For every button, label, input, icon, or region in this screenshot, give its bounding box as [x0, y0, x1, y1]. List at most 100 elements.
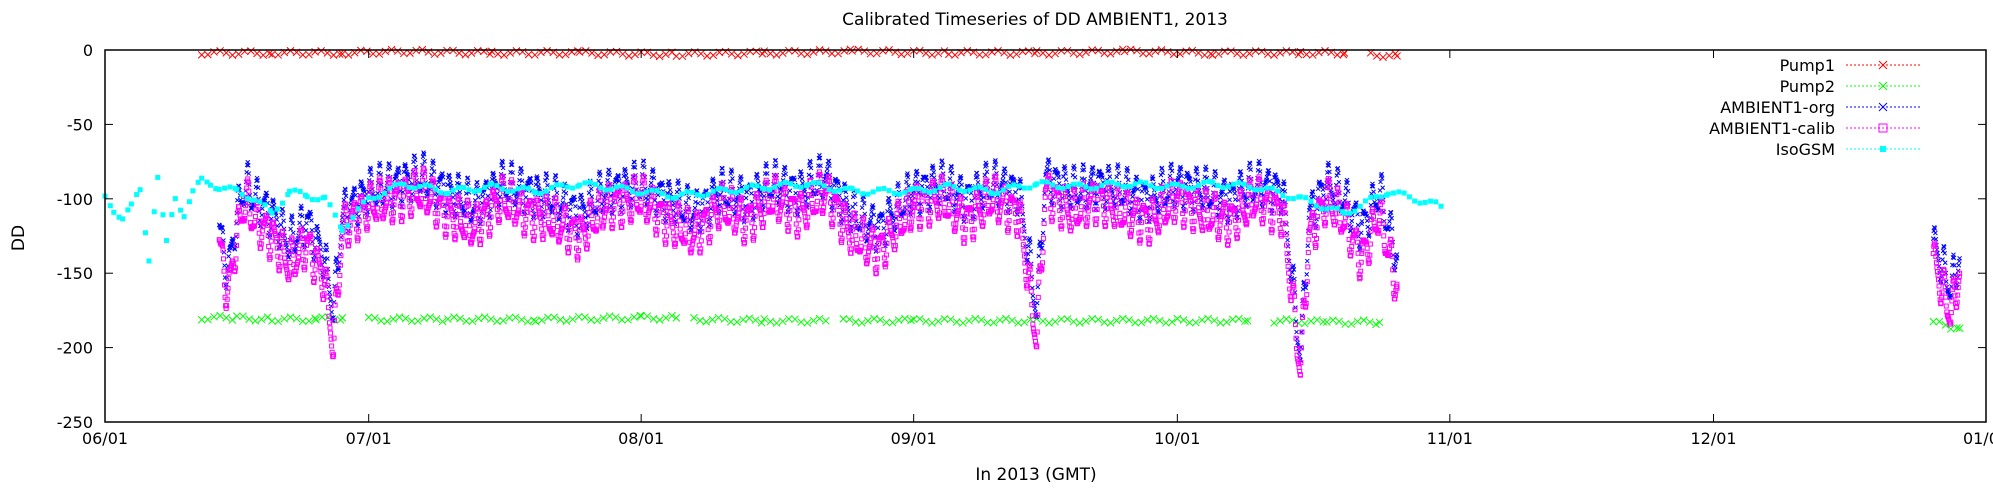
data-point: [567, 237, 573, 243]
data-point: [430, 50, 439, 59]
data-point: [641, 158, 647, 164]
data-point: [298, 317, 307, 326]
data-point: [553, 195, 559, 201]
data-point: [1222, 178, 1228, 183]
data-point: [220, 247, 226, 253]
data-point: [1100, 175, 1105, 181]
data-point: [317, 46, 326, 55]
data-point: [994, 198, 1000, 204]
data-point: [794, 234, 800, 240]
data-point: [903, 49, 912, 58]
data-point: [659, 201, 665, 207]
data-point: [582, 209, 588, 215]
data-point: [1100, 318, 1109, 327]
data-point: [1075, 319, 1084, 327]
data-point: [1222, 200, 1228, 206]
data-point: [1160, 170, 1165, 176]
data-point: [698, 246, 704, 252]
data-point: [1138, 215, 1143, 220]
data-point: [735, 213, 741, 219]
data-point: [857, 249, 863, 255]
data-point: [880, 213, 886, 218]
data-point: [702, 317, 711, 326]
data-point: [1238, 188, 1244, 194]
data-point: [1057, 315, 1066, 323]
data-point: [1378, 179, 1383, 185]
data-point: [281, 240, 287, 246]
data-point: [1003, 209, 1009, 215]
data-point: [1385, 51, 1394, 60]
data-point: [445, 182, 451, 188]
data-point: [821, 205, 827, 211]
data-point: [1241, 193, 1247, 199]
data-point: [1303, 300, 1309, 306]
data-point: [1101, 212, 1107, 218]
data-point: [1063, 315, 1072, 323]
data-point: [253, 191, 258, 197]
data-point: [1072, 174, 1078, 180]
data-point: [1086, 203, 1092, 209]
data-point: [541, 231, 547, 237]
data-point: [773, 178, 779, 184]
data-point: [383, 203, 389, 209]
data-point: [589, 213, 595, 219]
data-point: [390, 216, 396, 222]
data-point: [389, 315, 398, 323]
data-point: [462, 230, 468, 236]
data-point: [393, 188, 399, 194]
data-point: [977, 315, 986, 324]
data-point: [864, 258, 870, 264]
data-point: [1381, 243, 1387, 249]
data-point: [922, 49, 930, 58]
data-point: [1168, 165, 1173, 171]
data-point: [519, 169, 524, 175]
chart-title: Calibrated Timeseries of DD AMBIENT1, 20…: [842, 10, 1228, 30]
data-point: [605, 177, 610, 183]
data-point: [1094, 207, 1100, 213]
data-point: [708, 212, 714, 218]
data-point: [1236, 217, 1242, 223]
data-point: [936, 210, 942, 216]
data-point: [1091, 171, 1096, 176]
data-point: [1066, 219, 1072, 225]
data-point: [302, 258, 308, 264]
data-point: [667, 187, 673, 193]
data-point: [758, 211, 764, 217]
data-point: [905, 174, 911, 180]
data-point: [675, 203, 681, 209]
data-point: [806, 192, 812, 198]
data-point: [1022, 268, 1028, 274]
data-point: [408, 212, 414, 218]
data-point: [1117, 210, 1123, 216]
data-point: [1168, 318, 1176, 326]
data-point: [766, 49, 775, 58]
data-point: [955, 207, 961, 213]
data-point: [720, 315, 729, 323]
data-point: [1380, 208, 1386, 214]
data-point: [1364, 245, 1370, 251]
data-point: [572, 219, 578, 225]
data-point: [247, 211, 253, 217]
data-point: [264, 212, 270, 218]
data-point: [328, 330, 334, 336]
data-point: [283, 264, 289, 270]
data-point: [1051, 49, 1060, 58]
data-point: [831, 207, 837, 213]
data-point: [949, 170, 955, 176]
data-point: [1282, 315, 1291, 323]
data-point: [378, 186, 384, 192]
data-point: [625, 52, 633, 60]
data-point: [936, 215, 942, 221]
data-point: [1062, 165, 1068, 171]
data-point: [1300, 319, 1309, 328]
data-point: [1251, 47, 1260, 55]
data-point: [883, 252, 889, 258]
data-point: [959, 319, 967, 327]
data-point: [666, 179, 672, 185]
data-point: [544, 171, 549, 176]
data-point: [1311, 194, 1316, 200]
data-point: [835, 199, 841, 205]
data-point: [859, 205, 865, 211]
data-point: [803, 50, 812, 59]
data-point: [1127, 234, 1133, 240]
